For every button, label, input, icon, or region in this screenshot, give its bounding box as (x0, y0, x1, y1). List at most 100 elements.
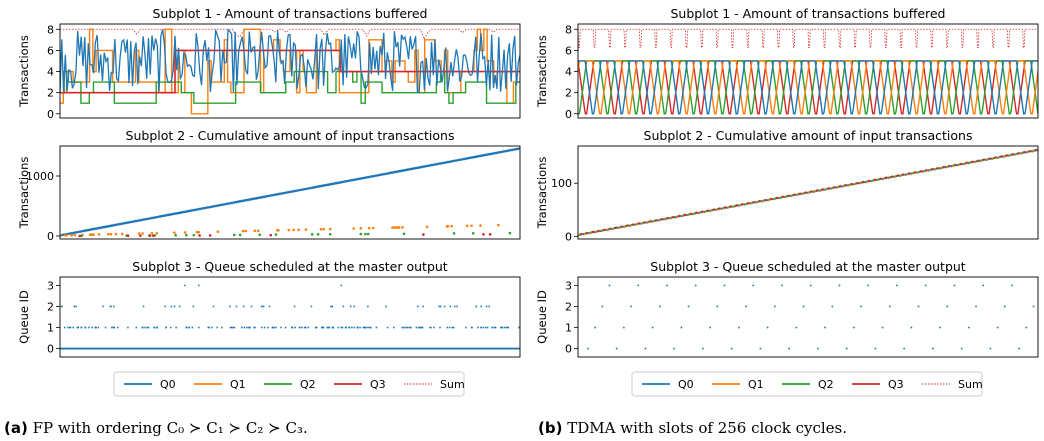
data-point (248, 326, 250, 329)
axes-frame (59, 276, 521, 358)
data-point-q0 (128, 220, 132, 224)
data-point-q0 (342, 180, 346, 183)
data-point-q0 (440, 161, 444, 165)
y-tick-label: 3 (47, 279, 54, 292)
data-point (507, 326, 510, 329)
data-point-q3 (626, 224, 629, 227)
data-point-q3 (269, 233, 273, 237)
data-point (452, 326, 455, 329)
data-point (709, 326, 711, 329)
legend-label-q3: Q3 (888, 378, 904, 391)
legend-label-sum: Sum (958, 378, 983, 391)
data-point-q0 (328, 183, 332, 186)
data-point-q3 (798, 192, 802, 195)
data-point-q3 (913, 171, 917, 174)
data-point-q1 (244, 229, 248, 233)
data-point-q0 (510, 148, 514, 152)
data-point (375, 326, 378, 329)
caption-a: (a) FP with ordering C₀ ≻ C₁ ≻ C₂ ≻ C₃. (4, 419, 308, 437)
data-point (393, 326, 395, 329)
y-tick-label: 6 (47, 44, 54, 57)
data-point-q0 (304, 187, 308, 191)
data-point-q0 (448, 160, 452, 163)
data-point-q0 (224, 202, 228, 206)
chart-title: Subplot 3 - Queue scheduled at the maste… (132, 259, 447, 274)
data-point-q3 (948, 164, 951, 168)
data-point-q3 (833, 186, 836, 189)
data-point (745, 305, 747, 308)
data-point-q0 (278, 192, 282, 196)
data-point-q0 (114, 223, 118, 227)
data-point-q1 (395, 226, 398, 229)
data-point-q0 (290, 190, 294, 193)
data-point (1011, 284, 1013, 287)
y-tick-label: 4 (47, 66, 54, 79)
data-point-q1 (109, 232, 113, 236)
series-q3 (60, 49, 520, 94)
data-point-q0 (262, 195, 266, 199)
data-point-q1 (425, 225, 429, 229)
data-point-q3 (482, 233, 485, 236)
data-point-q0 (208, 205, 212, 209)
data-point-q0 (212, 204, 216, 208)
data-point-q3 (925, 169, 928, 172)
data-point-q2 (316, 233, 320, 236)
data-point-q0 (450, 159, 454, 163)
data-point (267, 326, 269, 329)
data-point (198, 326, 200, 329)
data-point (417, 326, 420, 329)
data-point-q2 (364, 232, 367, 236)
data-point-q3 (614, 226, 618, 229)
data-point-q0 (244, 198, 248, 202)
data-point-q3 (208, 234, 212, 237)
data-point-q3 (724, 206, 727, 209)
legend-label-q2: Q2 (818, 378, 834, 391)
data-point (946, 305, 949, 308)
y-tick-label: 0 (565, 108, 572, 121)
data-point-q3 (862, 180, 865, 184)
chart-title: Subplot 1 - Amount of transactions buffe… (153, 6, 428, 21)
data-point (494, 326, 497, 329)
legend-b: Q0 Q1 Q2 Q3 Sum (631, 371, 983, 397)
data-point-q0 (306, 187, 310, 190)
data-point-q3 (591, 230, 595, 234)
data-point-q1 (450, 224, 453, 228)
data-point-q0 (86, 228, 90, 232)
data-point-q1 (287, 228, 291, 232)
data-point-q1 (155, 231, 159, 235)
data-point-q0 (424, 164, 428, 168)
data-point-q1 (120, 232, 124, 236)
data-point (63, 326, 66, 329)
data-point-q0 (408, 167, 412, 171)
data-point-q3 (988, 157, 992, 160)
data-point-q3 (839, 185, 842, 188)
data-point-q1 (256, 229, 260, 233)
data-point-q0 (102, 225, 106, 229)
data-point-q3 (965, 161, 969, 165)
data-point-q1 (173, 231, 176, 235)
data-point-q0 (374, 174, 378, 177)
data-point (261, 305, 263, 308)
data-point-q0 (490, 152, 494, 155)
series-sum (578, 28, 1038, 48)
chart-title: Subplot 2 - Cumulative amount of input t… (126, 128, 455, 143)
data-point-q1 (70, 233, 73, 237)
data-point-q3 (488, 233, 492, 236)
data-point (491, 326, 494, 329)
chart-a-subplot-3: Subplot 3 - Queue scheduled at the maste… (17, 259, 521, 358)
data-point (315, 326, 318, 329)
data-point-q0 (404, 168, 408, 172)
data-point-q3 (586, 231, 589, 235)
data-point-q3 (741, 203, 744, 206)
data-point (77, 326, 80, 329)
data-point-q3 (580, 232, 583, 236)
data-point-q1 (391, 226, 394, 229)
data-point-q0 (460, 158, 464, 161)
data-point (253, 326, 255, 329)
chart-a-subplot-2: Subplot 2 - Cumulative amount of input t… (17, 128, 521, 243)
data-point-q3 (620, 225, 624, 228)
data-point (587, 347, 589, 350)
data-point-q3 (879, 177, 882, 181)
data-point-q0 (456, 158, 460, 162)
data-point (1040, 285, 1042, 287)
